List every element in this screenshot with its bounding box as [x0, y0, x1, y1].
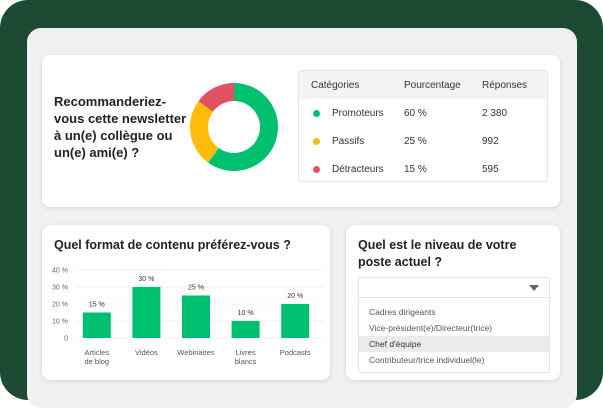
data-label: 30 % [138, 276, 154, 283]
format-card: Quel format de contenu préférez-vous ? 0… [42, 225, 330, 380]
bar [281, 304, 310, 338]
dropdown-option[interactable]: Chef d'équipe [359, 336, 549, 352]
data-label: 25 % [188, 285, 204, 292]
data-label: 10 % [238, 310, 254, 317]
donut-chart [190, 83, 278, 171]
y-tick-label: 0 [64, 336, 68, 343]
responses-value: 595 [482, 163, 499, 175]
level-card: Quel est le niveau de votre poste actuel… [346, 225, 560, 380]
donut-slice [208, 83, 278, 171]
nps-question: Recommanderiez-vous cette newsletter à u… [54, 94, 187, 160]
category-label: Passifs [332, 135, 365, 147]
category-label: Détracteurs [332, 163, 384, 175]
x-tick-label: de blog [84, 357, 109, 366]
data-label: 15 % [89, 302, 105, 309]
percent-value: 60 % [404, 107, 427, 119]
level-dropdown[interactable]: Cadres dirigeants Vice-président(e)/Direc… [358, 277, 550, 373]
x-tick-label: Livres [236, 348, 256, 357]
donut-slice [190, 101, 219, 163]
x-tick-label: Articles [85, 348, 110, 357]
category-label: Promoteurs [332, 107, 384, 119]
level-question: Quel est le niveau de votre poste actuel… [358, 238, 517, 269]
y-tick-label: 30 % [52, 285, 68, 292]
table-row: Promoteurs 60 % 2 380 [299, 99, 547, 127]
dropdown-field[interactable] [359, 278, 549, 298]
responses-value: 2 380 [482, 107, 508, 119]
header-categories: Catégories [311, 79, 360, 91]
x-tick-label: blancs [235, 357, 257, 366]
dropdown-option[interactable]: Cadres dirigeants [369, 307, 436, 317]
table-row: Passifs 25 % 992 [299, 127, 547, 155]
dropdown-option[interactable]: Vice-président(e)/Directeur(trice) [369, 323, 493, 333]
bar [132, 287, 161, 338]
legend-dot [313, 165, 320, 173]
bar [182, 295, 210, 338]
table-row: Détracteurs 15 % 595 [299, 155, 547, 183]
legend-dot [313, 137, 320, 145]
header-percentage: Pourcentage [404, 79, 461, 91]
x-tick-label: Webinaires [177, 348, 215, 357]
percent-value: 25 % [404, 135, 427, 147]
nps-table: Catégories Pourcentage Réponses Promoteu… [298, 70, 548, 182]
data-label: 20 % [287, 293, 303, 300]
percent-value: 15 % [404, 163, 427, 175]
table-header: Catégories Pourcentage Réponses [299, 71, 547, 99]
legend-dot [313, 109, 320, 117]
donut-slice [198, 83, 234, 112]
responses-value: 992 [482, 135, 499, 147]
bar [231, 321, 260, 338]
x-tick-label: Podcasts [280, 348, 311, 357]
y-tick-label: 40 % [52, 268, 68, 275]
y-tick-label: 10 % [52, 319, 68, 326]
y-tick-label: 20 % [52, 302, 68, 309]
format-question: Quel format de contenu préférez-vous ? [54, 238, 291, 252]
chevron-down-icon[interactable] [529, 285, 539, 291]
dropdown-option[interactable]: Contributeur/trice individuel(le) [369, 355, 485, 365]
header-responses: Réponses [482, 79, 528, 91]
bar [82, 312, 111, 338]
x-tick-label: Vidéos [135, 348, 158, 357]
nps-card: Recommanderiez-vous cette newsletter à u… [42, 55, 560, 207]
